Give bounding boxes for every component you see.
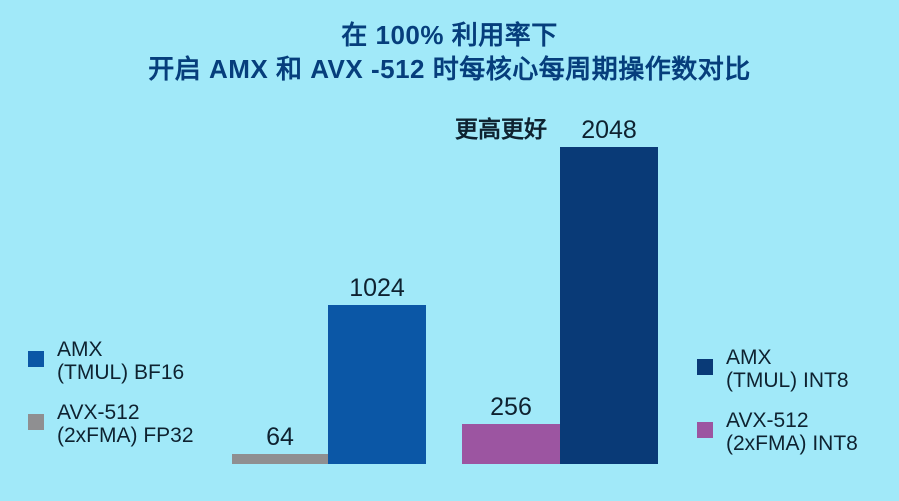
legend-right: AMX (TMUL) INT8 AVX-512 (2xFMA) INT8	[697, 346, 858, 455]
legend-swatch-amx-int8	[697, 359, 713, 375]
chart-title-line1: 在 100% 利用率下	[341, 20, 558, 50]
legend-left: AMX (TMUL) BF16 AVX-512 (2xFMA) FP32	[28, 338, 194, 447]
legend-label-line1: AVX-512	[57, 401, 140, 424]
legend-swatch-avx512-int8	[697, 422, 713, 438]
legend-label-line1: AMX	[57, 338, 103, 361]
chart-title: 在 100% 利用率下 开启 AMX 和 AVX -512 时每核心每周期操作数…	[0, 18, 899, 86]
legend-label-line2: (TMUL) BF16	[57, 361, 185, 384]
legend-item-amx-int8: AMX (TMUL) INT8	[697, 346, 858, 392]
legend-label-amx-int8: AMX (TMUL) INT8	[726, 346, 849, 392]
bar-amx-bf16	[328, 305, 426, 464]
legend-label-line2: (2xFMA) INT8	[726, 432, 858, 455]
bar-avx512-fp32	[232, 454, 328, 464]
legend-label-line1: AMX	[726, 346, 772, 369]
legend-item-amx-bf16: AMX (TMUL) BF16	[28, 338, 194, 384]
bar-avx512-int8	[462, 424, 560, 464]
legend-swatch-avx512-fp32	[28, 414, 44, 430]
legend-label-line2: (2xFMA) FP32	[57, 424, 194, 447]
chart-title-line2: 开启 AMX 和 AVX -512 时每核心每周期操作数对比	[148, 54, 751, 84]
bar-amx-int8	[560, 147, 658, 464]
legend-label-line1: AVX-512	[726, 409, 809, 432]
legend-label-amx-bf16: AMX (TMUL) BF16	[57, 338, 184, 384]
value-label-avx512-fp32: 64	[266, 423, 294, 451]
legend-item-avx512-fp32: AVX-512 (2xFMA) FP32	[28, 401, 194, 447]
value-label-amx-bf16: 1024	[349, 274, 405, 302]
legend-label-avx512-int8: AVX-512 (2xFMA) INT8	[726, 409, 858, 455]
legend-item-avx512-int8: AVX-512 (2xFMA) INT8	[697, 409, 858, 455]
legend-label-avx512-fp32: AVX-512 (2xFMA) FP32	[57, 401, 194, 447]
value-label-amx-int8: 2048	[581, 116, 637, 144]
legend-label-line2: (TMUL) INT8	[726, 369, 849, 392]
legend-swatch-amx-bf16	[28, 351, 44, 367]
higher-is-better-annotation: 更高更好	[455, 116, 547, 142]
value-label-avx512-int8: 256	[490, 393, 532, 421]
